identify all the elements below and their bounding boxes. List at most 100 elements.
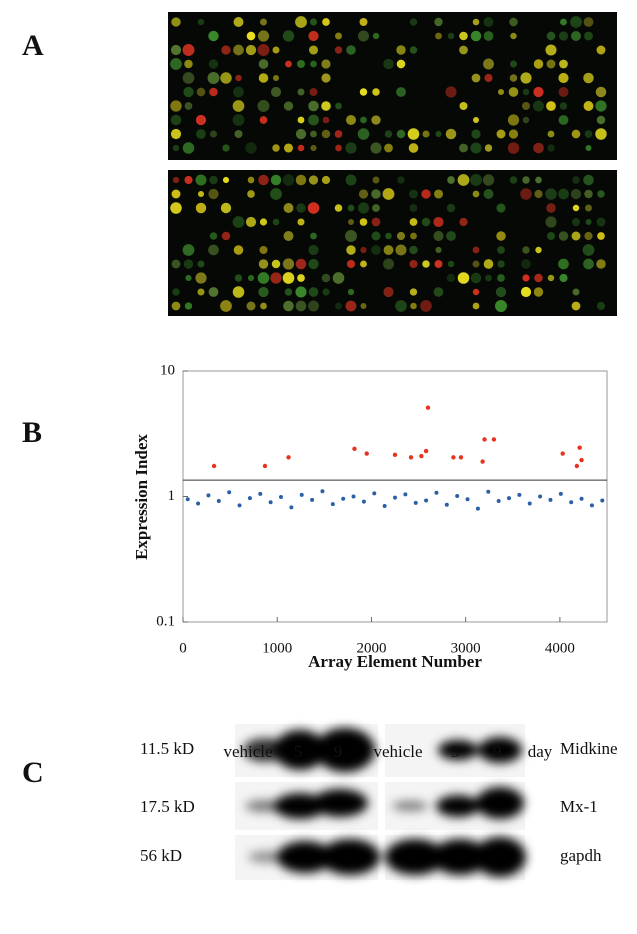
- x-tick-label: 0: [179, 640, 187, 656]
- array-spot: [585, 144, 592, 152]
- array-spot: [409, 245, 418, 255]
- point: [569, 500, 574, 505]
- array-spot: [345, 174, 357, 186]
- point: [548, 497, 553, 502]
- array-spot: [359, 18, 368, 26]
- array-spot: [596, 115, 606, 125]
- array-spot: [457, 272, 470, 284]
- array-spot: [260, 18, 267, 26]
- array-spot: [559, 102, 568, 110]
- x-tick-label: 3000: [451, 640, 481, 656]
- array-spot: [308, 258, 319, 270]
- array-spot: [322, 288, 330, 296]
- array-spot: [232, 114, 245, 126]
- array-spot: [383, 258, 394, 270]
- array-spot: [396, 59, 406, 69]
- array-spot: [483, 259, 494, 269]
- array-spot: [170, 128, 182, 140]
- array-spot: [282, 30, 295, 42]
- array-spot: [197, 288, 205, 296]
- array-spot: [283, 300, 294, 312]
- array-spot: [309, 18, 318, 26]
- array-spot: [422, 130, 430, 138]
- array-spot: [385, 232, 392, 240]
- array-spot: [372, 88, 380, 96]
- lane-label: 5: [451, 742, 460, 761]
- array-spot: [483, 58, 494, 70]
- point: [206, 493, 211, 498]
- array-spot: [496, 129, 506, 139]
- array-spot: [322, 116, 330, 124]
- array-spot: [233, 44, 244, 56]
- array-spot: [283, 143, 294, 153]
- array-spot: [571, 231, 581, 241]
- array-spot: [558, 87, 569, 97]
- array-spot: [434, 17, 443, 27]
- point: [458, 455, 464, 460]
- array-spot: [209, 87, 218, 97]
- point: [455, 493, 460, 498]
- array-spot: [572, 204, 580, 212]
- array-spot: [446, 231, 456, 241]
- array-spot: [497, 274, 505, 282]
- array-spot: [596, 301, 606, 311]
- point: [491, 437, 497, 442]
- array-spot: [257, 100, 270, 112]
- array-spot: [258, 259, 269, 269]
- array-spot: [584, 231, 593, 241]
- point: [480, 459, 485, 464]
- point: [560, 451, 565, 456]
- array-spot: [409, 189, 418, 199]
- array-spot: [234, 274, 243, 282]
- array-spot: [372, 204, 380, 212]
- array-spot: [433, 287, 444, 297]
- array-spot: [396, 87, 406, 97]
- array-spot: [371, 189, 381, 199]
- array-spot: [308, 45, 319, 55]
- array-spot: [297, 144, 305, 152]
- array-spot: [258, 73, 269, 83]
- point: [579, 457, 584, 463]
- array-spot: [470, 272, 482, 284]
- array-spot: [195, 272, 207, 284]
- array-spot: [445, 128, 457, 140]
- point: [216, 499, 221, 504]
- array-spot: [595, 100, 607, 112]
- array-spot: [270, 272, 282, 284]
- panel-label: B: [22, 416, 42, 449]
- array-spot: [308, 114, 319, 126]
- array-spot: [521, 259, 531, 269]
- array-spot: [583, 174, 594, 186]
- array-spot: [409, 259, 418, 269]
- array-spot: [345, 230, 357, 242]
- array-spot: [310, 144, 317, 152]
- array-spot: [495, 300, 507, 312]
- array-spot: [170, 114, 182, 126]
- lane-label: vehicle: [223, 742, 272, 761]
- array-spot: [208, 287, 219, 297]
- array-spot: [470, 30, 482, 42]
- array-spot: [420, 300, 432, 312]
- array-spot: [547, 274, 555, 282]
- array-spot: [360, 246, 367, 254]
- array-spot: [383, 245, 394, 255]
- array-spot: [433, 189, 444, 199]
- array-spot: [508, 129, 519, 139]
- array-spot: [558, 188, 569, 200]
- array-spot: [296, 59, 306, 69]
- array-spot: [260, 302, 267, 310]
- array-spot: [259, 116, 268, 124]
- array-spot: [232, 216, 245, 228]
- array-spot: [271, 259, 281, 269]
- point: [351, 494, 356, 499]
- point: [577, 445, 582, 450]
- array-spot: [170, 202, 182, 214]
- array-spot: [447, 32, 455, 40]
- array-spot: [472, 18, 480, 26]
- point: [579, 496, 584, 501]
- array-spot: [409, 204, 418, 212]
- array-spot: [221, 45, 231, 55]
- protein-label: Mx-1: [560, 797, 598, 816]
- array-spot: [433, 216, 444, 228]
- point: [423, 448, 429, 454]
